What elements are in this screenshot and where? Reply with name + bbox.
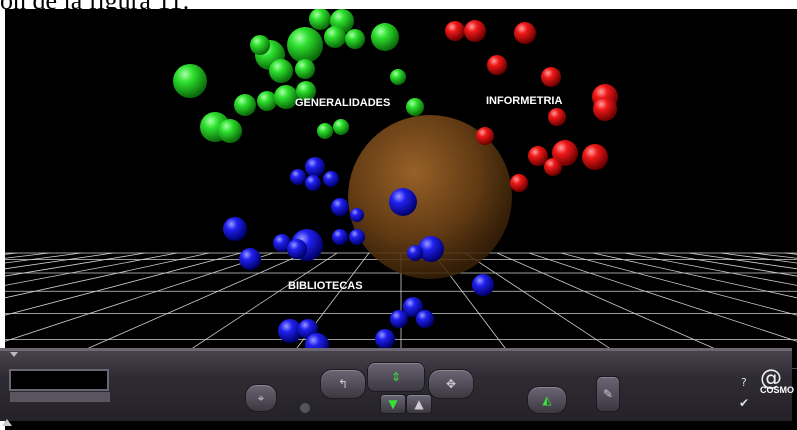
brand-logo: COSMO (760, 385, 795, 395)
pencil-icon: ✎ (602, 387, 614, 401)
node-sphere[interactable] (269, 59, 293, 83)
crosshair-icon: ⌖ (257, 390, 265, 405)
node-sphere[interactable] (234, 94, 256, 116)
node-sphere[interactable] (305, 157, 325, 177)
node-sphere[interactable] (274, 85, 298, 109)
node-sphere[interactable] (331, 198, 349, 216)
label-generalidades: GENERALIDADES (295, 97, 390, 109)
node-sphere[interactable] (332, 229, 348, 245)
node-sphere[interactable] (464, 20, 486, 42)
cluster-informetria[interactable] (445, 20, 618, 192)
check-icon[interactable]: ✔ (739, 396, 750, 410)
node-sphere[interactable] (223, 217, 247, 241)
node-sphere[interactable] (582, 144, 608, 170)
pan-arrows-icon: ✥ (445, 377, 457, 391)
node-sphere[interactable] (317, 123, 333, 139)
toolbar-edge (0, 348, 792, 351)
node-sphere[interactable] (278, 319, 302, 343)
tilt-icon: ◭ (542, 393, 552, 407)
node-sphere[interactable] (487, 55, 507, 75)
node-sphere[interactable] (333, 119, 349, 135)
node-sphere[interactable] (418, 236, 444, 262)
node-sphere[interactable] (476, 127, 494, 145)
node-sphere[interactable] (290, 169, 306, 185)
status-display (9, 369, 109, 391)
node-sphere[interactable] (309, 9, 331, 30)
scene-canvas[interactable]: GENERALIDADES INFORMETRIA BIBLIOTECAS (5, 9, 797, 369)
node-sphere[interactable] (389, 188, 417, 216)
node-sphere[interactable] (345, 29, 365, 49)
node-sphere[interactable] (514, 22, 536, 44)
node-sphere[interactable] (295, 59, 315, 79)
node-sphere[interactable] (375, 329, 395, 349)
down-arrow-icon: ▼ (388, 397, 398, 411)
node-sphere[interactable] (239, 248, 261, 270)
node-sphere[interactable] (472, 274, 494, 296)
pan-button[interactable]: ✥ (428, 369, 474, 399)
node-sphere[interactable] (287, 239, 307, 259)
up-arrow-icon: ▲ (414, 397, 424, 411)
node-sphere[interactable] (528, 146, 548, 166)
help-button[interactable]: ? (741, 376, 747, 389)
walk-icon: ↰ (337, 377, 349, 391)
node-sphere[interactable] (548, 108, 566, 126)
node-sphere[interactable] (350, 208, 364, 222)
label-informetria: INFORMETRIA (486, 95, 562, 107)
node-sphere[interactable] (371, 23, 399, 51)
node-sphere[interactable] (416, 310, 434, 328)
node-sphere[interactable] (403, 297, 423, 317)
node-sphere[interactable] (324, 26, 346, 48)
move-up-button[interactable]: ▲ (406, 394, 432, 414)
node-sphere[interactable] (407, 245, 423, 261)
speed-knob[interactable] (300, 403, 310, 413)
display-slider[interactable] (9, 391, 111, 403)
core-sphere[interactable] (348, 115, 512, 279)
node-sphere[interactable] (593, 97, 617, 121)
node-sphere[interactable] (349, 229, 365, 245)
node-sphere[interactable] (390, 310, 408, 328)
cluster-generalidades[interactable] (173, 9, 424, 143)
node-sphere[interactable] (390, 69, 406, 85)
cosmo-swirl-icon: @ (760, 366, 782, 391)
node-sphere[interactable] (250, 35, 270, 55)
node-sphere[interactable] (544, 158, 562, 176)
node-sphere[interactable] (287, 27, 323, 63)
node-sphere[interactable] (510, 174, 528, 192)
edit-button[interactable]: ✎ (596, 376, 620, 412)
node-sphere[interactable] (552, 140, 578, 166)
node-sphere[interactable] (541, 67, 561, 87)
node-sphere[interactable] (445, 21, 465, 41)
node-sphere[interactable] (173, 64, 207, 98)
forward-icon: ⇕ (390, 370, 402, 384)
expand-up-icon[interactable] (2, 419, 12, 426)
move-forward-button[interactable]: ⇕ (367, 362, 425, 392)
node-sphere[interactable] (406, 98, 424, 116)
move-down-button[interactable]: ▼ (380, 394, 406, 414)
node-sphere[interactable] (257, 91, 277, 111)
node-sphere[interactable] (273, 234, 291, 252)
walk-left-button[interactable]: ↰ (320, 369, 366, 399)
collapse-toolbar-icon[interactable] (10, 352, 18, 357)
node-sphere[interactable] (296, 81, 316, 101)
target-button[interactable]: ⌖ (245, 384, 277, 412)
node-sphere[interactable] (305, 175, 321, 191)
cluster-bibliotecas[interactable] (223, 157, 494, 357)
label-bibliotecas: BIBLIOTECAS (288, 280, 363, 292)
node-sphere[interactable] (218, 119, 242, 143)
node-sphere[interactable] (323, 171, 339, 187)
tilt-button[interactable]: ◭ (527, 386, 567, 414)
